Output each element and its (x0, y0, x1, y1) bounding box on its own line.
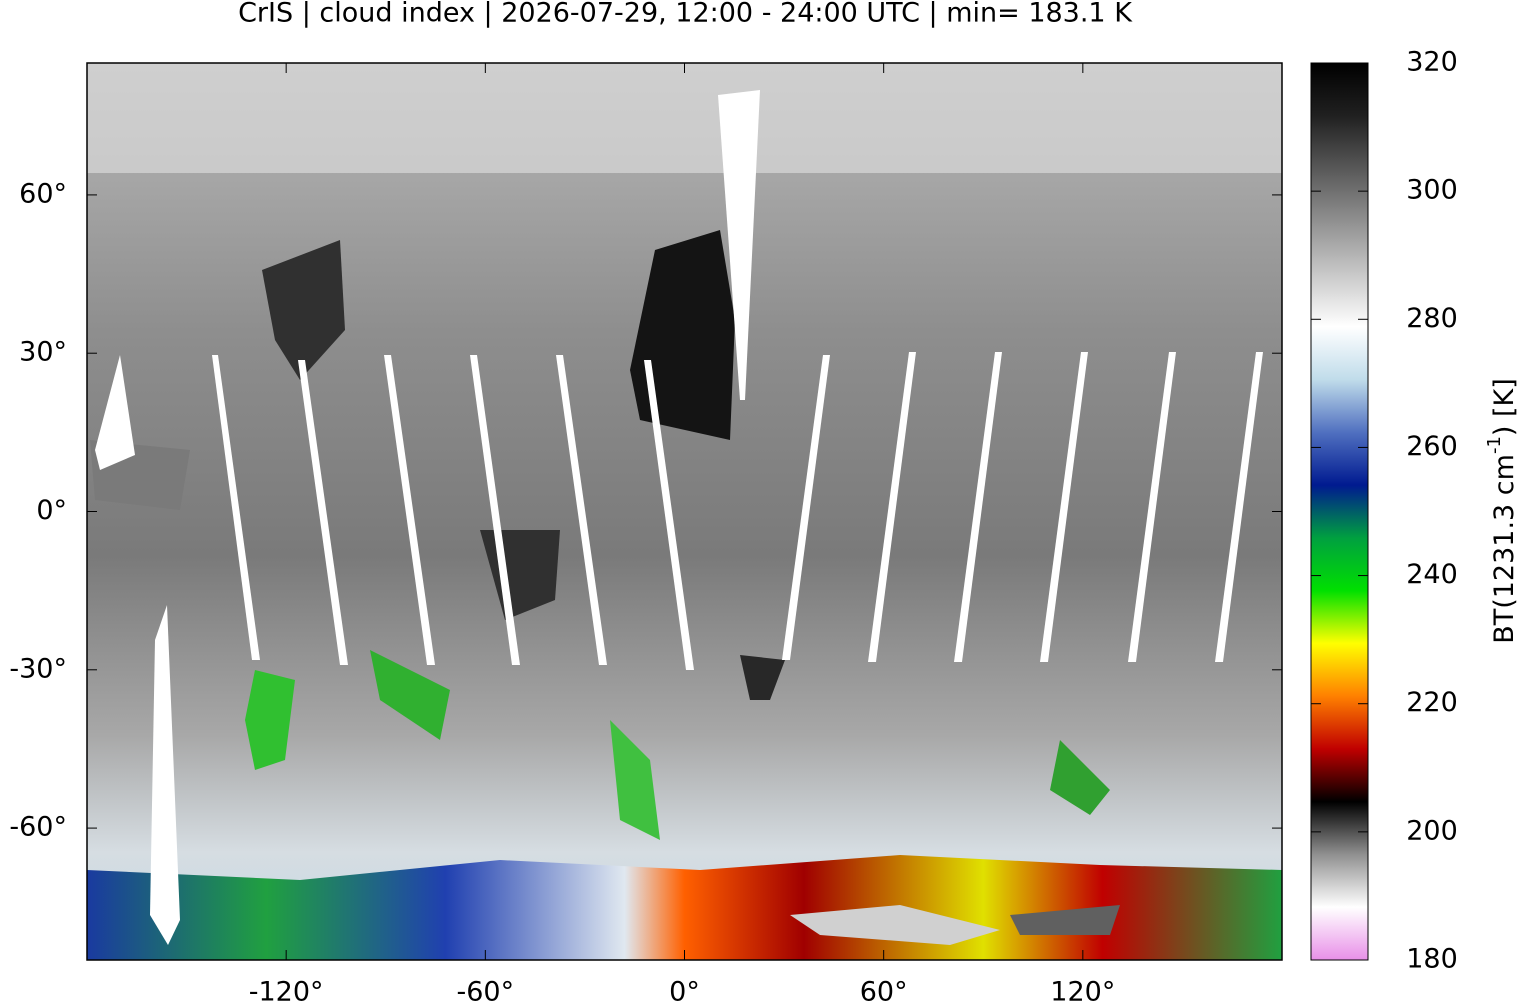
arctic-cloud (87, 63, 1282, 173)
colorbar-label-sup: -1 (1484, 436, 1505, 454)
colorbar-label-text: BT(1231.3 cm (1489, 454, 1519, 644)
colorbar-tick-label: 220 (1406, 687, 1458, 718)
chart-title: CrIS | cloud index | 2026-07-29, 12:00 -… (238, 0, 1133, 29)
x-tick-label: -120° (249, 977, 324, 1003)
colorbar-label: BT(1231.3 cm-1) [K] (1484, 378, 1519, 644)
colorbar-tick-label: 300 (1406, 175, 1458, 206)
y-tick-label: 30° (19, 337, 67, 368)
x-tick-label: 0° (669, 977, 700, 1003)
colorbar-tick-label: 200 (1406, 815, 1458, 846)
y-tick-label: 0° (36, 495, 67, 526)
map (87, 63, 1282, 960)
colorbar (1311, 63, 1368, 960)
colorbar-tick-label: 320 (1406, 47, 1458, 78)
colorbar-label-text: ) [K] (1489, 378, 1519, 436)
x-tick-label: -60° (457, 977, 515, 1003)
y-tick-label: -60° (9, 812, 67, 843)
x-tick-label: 120° (1050, 977, 1115, 1003)
y-tick-label: -30° (9, 653, 67, 684)
y-tick-label: 60° (19, 178, 67, 209)
colorbar-tick-label: 240 (1406, 559, 1458, 590)
colorbar-tick-label: 260 (1406, 431, 1458, 462)
colorbar-tick-label: 180 (1406, 944, 1458, 975)
x-tick-label: 60° (860, 977, 908, 1003)
map-background (87, 63, 1282, 960)
colorbar-tick-label: 280 (1406, 303, 1458, 334)
